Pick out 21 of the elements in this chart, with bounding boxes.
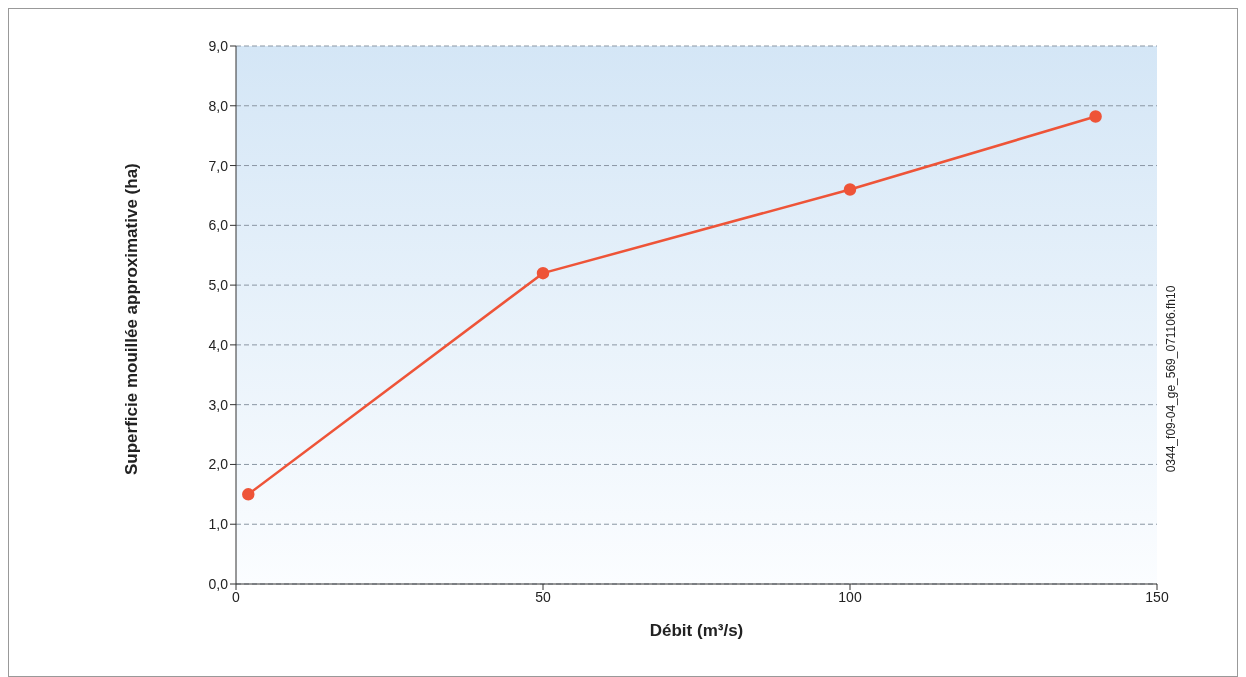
y-tick-label: 8,0 — [208, 97, 229, 114]
y-axis-title: Superficie mouillée approximative (ha) — [122, 163, 142, 475]
point — [843, 183, 857, 196]
y-tick-label: 6,0 — [208, 217, 229, 234]
y-tick-label: 3,0 — [208, 396, 229, 413]
y-tick-label: 4,0 — [208, 336, 229, 353]
point — [536, 266, 550, 280]
y-tick-label: 5,0 — [208, 277, 229, 294]
x-tick-label: 0 — [232, 588, 241, 605]
x-tick-label: 50 — [535, 588, 551, 605]
y-tick-label: 7,0 — [208, 157, 229, 174]
x-tick-label: 100 — [838, 588, 862, 605]
y-tick-label: 2,0 — [208, 456, 229, 473]
y-tick-label: 1,0 — [208, 516, 229, 533]
y-tick-label: 0,0 — [208, 575, 229, 592]
point — [242, 488, 255, 501]
x-axis-title: Débit (m³/s) — [649, 621, 744, 640]
text: 0344_f09-04_ge_569_071106.fh10 — [1164, 285, 1178, 473]
y-tick-label: 9,0 — [208, 37, 229, 54]
point — [1089, 110, 1102, 123]
x-tick-label: 150 — [1145, 588, 1169, 605]
